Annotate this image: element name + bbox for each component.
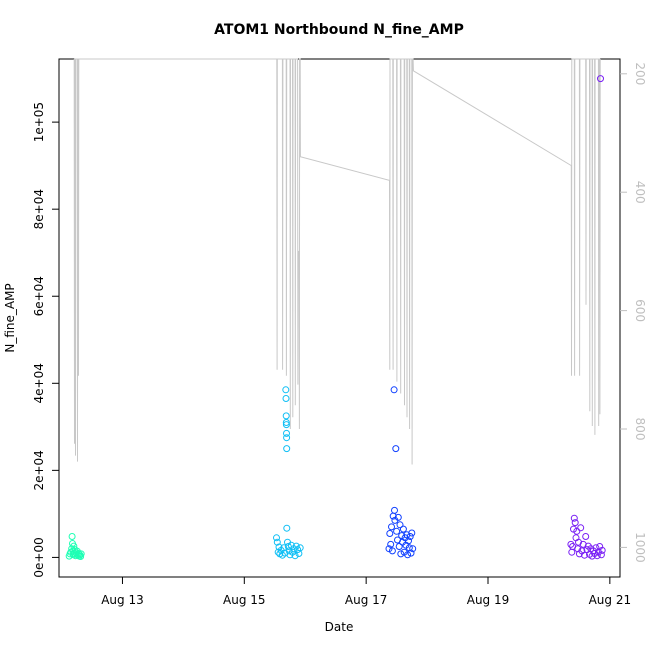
data-point: [396, 521, 404, 529]
data-point: [292, 542, 300, 550]
x-tick-label: Aug 13: [101, 593, 144, 607]
y2-tick-label: 400: [633, 181, 647, 204]
data-point: [291, 552, 299, 560]
data-point: [399, 525, 407, 533]
y2-tick-label: 1000: [633, 532, 647, 563]
data-point: [577, 524, 585, 532]
data-point: [282, 419, 290, 426]
data-point: [296, 544, 304, 552]
data-point: [568, 548, 576, 556]
x-tick-label: Aug 21: [589, 593, 632, 607]
y2-axis: 200 400 600 800 1000: [620, 62, 647, 563]
data-point: [282, 412, 290, 420]
data-point: [408, 529, 416, 537]
depth-series: [73, 58, 601, 465]
data-point: [404, 551, 412, 559]
depth-line: [73, 58, 601, 465]
data-point: [280, 544, 288, 552]
data-point: [392, 445, 400, 453]
data-point: [405, 537, 412, 545]
data-point: [282, 421, 290, 429]
data-point: [571, 519, 579, 527]
data-point: [273, 534, 280, 542]
x-tick-label: Aug 19: [467, 593, 510, 607]
y-tick-label: 6e+04: [32, 276, 46, 316]
data-point: [70, 542, 78, 550]
data-point: [593, 552, 601, 560]
data-point: [282, 395, 290, 402]
data-point: [393, 527, 401, 535]
data-point: [390, 386, 398, 394]
data-point: [567, 540, 575, 548]
data-point: [597, 75, 604, 83]
data-point: [394, 513, 402, 521]
data-point: [283, 445, 291, 453]
data-point: [397, 550, 405, 558]
y2-tick-label: 800: [633, 418, 647, 441]
data-point: [388, 547, 396, 555]
y-tick-label: 8e+04: [32, 189, 46, 229]
data-point: [283, 434, 291, 442]
data-point: [386, 530, 394, 537]
data-point: [395, 543, 403, 550]
data-point: [582, 533, 590, 540]
data-point: [77, 550, 85, 558]
x-axis: Aug 13 Aug 15 Aug 17 Aug 19 Aug 21: [101, 576, 632, 607]
data-point: [598, 546, 606, 554]
y-tick-label: 1e+05: [32, 102, 46, 142]
data-point: [391, 506, 398, 514]
x-tick-label: Aug 15: [223, 593, 266, 607]
data-point: [597, 551, 605, 559]
data-point: [387, 540, 395, 548]
data-point: [407, 549, 415, 557]
data-point: [68, 533, 76, 540]
data-point: [275, 543, 283, 551]
y2-tick-label: 200: [633, 62, 647, 85]
chart-title: ATOM1 Northbound N_fine_AMP: [214, 22, 464, 38]
data-point: [77, 553, 85, 560]
points-series: [65, 75, 606, 560]
x-axis-title: Date: [325, 620, 354, 634]
y2-tick-label: 600: [633, 299, 647, 322]
data-point: [570, 514, 578, 522]
plot-frame: [58, 58, 621, 578]
x-tick-label: Aug 17: [345, 593, 388, 607]
data-point: [406, 533, 414, 540]
y-tick-label: 2e+04: [32, 450, 46, 490]
data-point: [283, 524, 291, 532]
data-point: [273, 538, 281, 546]
data-point: [581, 551, 588, 559]
y-tick-label: 0e+00: [32, 537, 46, 577]
y-tick-label: 4e+04: [32, 363, 46, 403]
data-point: [283, 429, 290, 437]
y-axis-title: N_fine_AMP: [3, 283, 17, 352]
data-point: [409, 545, 417, 553]
data-point: [282, 386, 290, 394]
data-point: [388, 523, 395, 531]
data-point: [573, 527, 581, 535]
y-axis: 0e+00 2e+04 4e+04 6e+04 8e+04 1e+05: [32, 102, 60, 578]
